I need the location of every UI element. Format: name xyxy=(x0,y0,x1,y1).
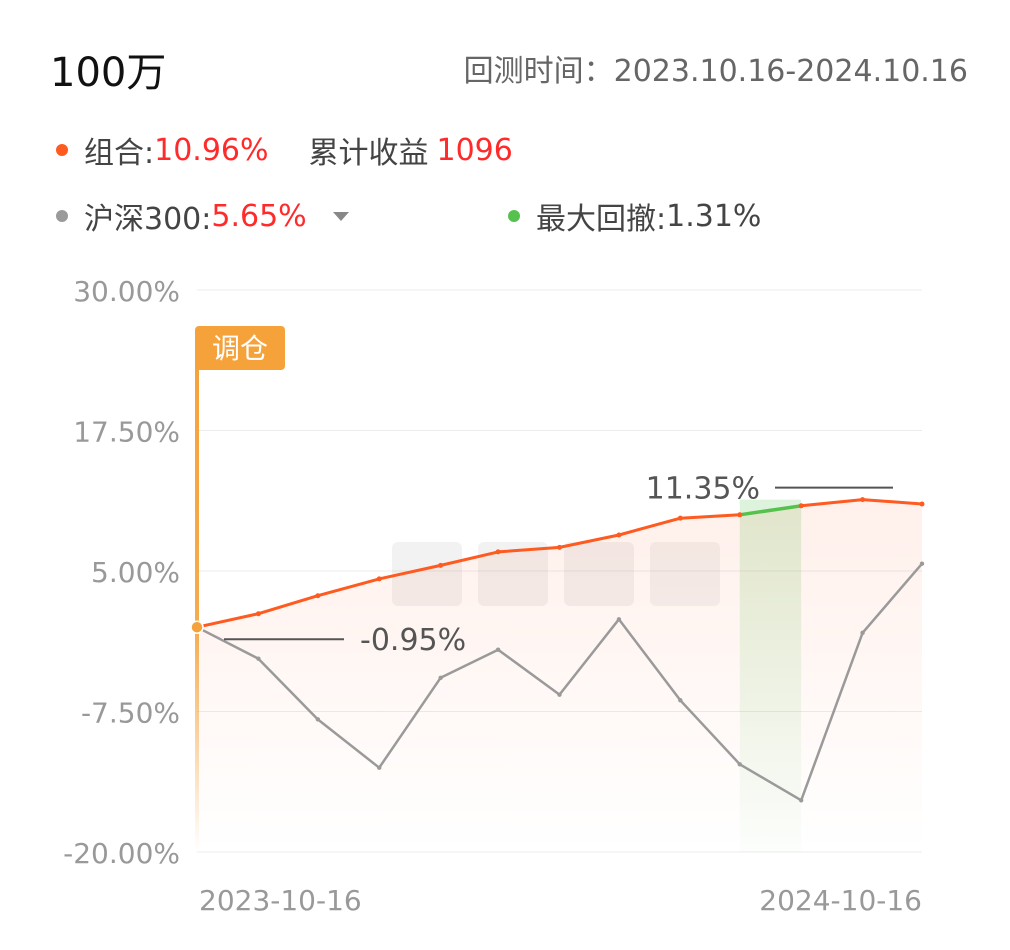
capital-amount: 100万 xyxy=(50,50,167,96)
low-label: -0.95% xyxy=(360,623,466,658)
portfolio-point xyxy=(255,611,261,617)
x-tick-label: 2023-10-16 xyxy=(199,884,362,917)
portfolio-point xyxy=(798,503,804,509)
rebalance-tag-label: 调仓 xyxy=(212,332,268,365)
benchmark-point xyxy=(315,717,321,722)
x-tick-label: 2024-10-16 xyxy=(759,884,922,917)
portfolio-point xyxy=(919,501,925,507)
y-tick-label: -20.00% xyxy=(63,837,180,870)
portfolio-point xyxy=(438,562,444,568)
drawdown-value: 1.31% xyxy=(666,198,762,234)
y-tick-label: -7.50% xyxy=(81,697,180,730)
portfolio-point xyxy=(315,593,321,599)
rebalance-tag xyxy=(195,326,285,370)
portfolio-point xyxy=(376,576,382,582)
portfolio-value: 10.96% xyxy=(154,132,269,168)
return-chart: 30.00% 17.50% 5.00% -7.50% -20.00% 2023-10-16… xyxy=(63,275,925,917)
benchmark-point xyxy=(256,656,261,661)
backtest-period: 回测时间：2023.10.16-2024.10.16 xyxy=(464,46,968,90)
portfolio-point xyxy=(737,512,743,518)
benchmark-point xyxy=(860,630,865,636)
benchmark-label: 沪深300: xyxy=(84,202,212,237)
portfolio-dot-icon xyxy=(56,144,68,156)
y-tick-label: 17.50% xyxy=(73,416,180,449)
drawdown-segment xyxy=(739,504,802,517)
benchmark-point xyxy=(616,617,622,622)
benchmark-dot-icon xyxy=(56,210,68,222)
portfolio-label: 组合: xyxy=(84,136,155,171)
benchmark-point xyxy=(438,675,443,680)
rebalance-dot xyxy=(190,620,204,634)
legend-benchmark[interactable]: 沪深300: 5.65% xyxy=(56,194,349,238)
benchmark-point xyxy=(798,798,804,803)
benchmark-point xyxy=(678,698,683,703)
portfolio-point xyxy=(557,544,562,550)
benchmark-point xyxy=(737,762,742,767)
backtest-period-label: 回测时间： xyxy=(463,54,614,89)
legend-portfolio: 组合: 10.96% 累计收益 1096 xyxy=(56,128,513,172)
portfolio-point xyxy=(495,549,501,555)
cumulative-value: 1096 xyxy=(436,132,513,168)
legend-drawdown: 最大回撤: 1.31% xyxy=(508,194,761,238)
y-tick-label: 30.00% xyxy=(73,275,180,308)
peak-label: 11.35% xyxy=(646,472,760,507)
cumulative-label: 累计收益 xyxy=(308,136,429,171)
benchmark-point xyxy=(377,765,382,770)
portfolio-point xyxy=(860,497,866,503)
benchmark-point xyxy=(557,692,562,697)
y-tick-label: 5.00% xyxy=(91,556,180,589)
portfolio-area xyxy=(197,499,922,852)
backtest-period-value: 2023.10.16-2024.10.16 xyxy=(613,54,968,89)
drawdown-label: 最大回撤: xyxy=(536,202,667,237)
benchmark-value: 5.65% xyxy=(211,198,307,234)
drawdown-dot-icon xyxy=(508,210,520,222)
benchmark-point xyxy=(919,561,925,566)
portfolio-point xyxy=(616,532,622,538)
portfolio-point xyxy=(677,515,683,521)
benchmark-point xyxy=(495,647,501,652)
rebalance-line xyxy=(195,350,199,852)
dropdown-caret-icon[interactable] xyxy=(332,211,349,221)
